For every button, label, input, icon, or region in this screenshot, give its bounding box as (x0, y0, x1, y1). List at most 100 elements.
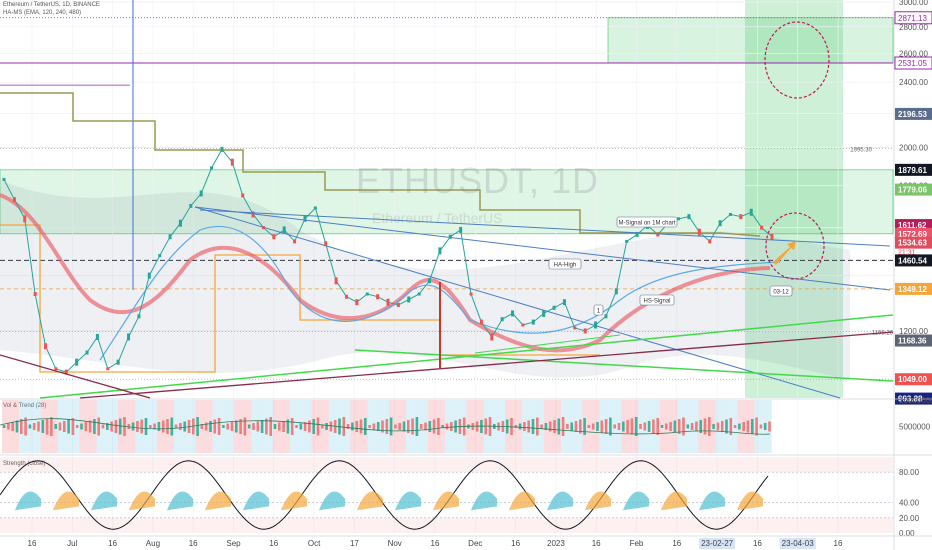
x-tick-label: 16 (269, 539, 278, 548)
volume-tick-label: 5000000 (899, 423, 931, 432)
x-tick-label: Nov (388, 539, 402, 548)
volume-bar (342, 417, 346, 436)
green-trend-line (474, 334, 621, 354)
candle (75, 358, 79, 366)
price-label-text: 1349.12 (898, 285, 927, 294)
volume-bar (587, 425, 591, 428)
price-label-box (895, 254, 932, 267)
volume-bar (385, 419, 389, 434)
volume-bar (536, 417, 539, 436)
candle (293, 239, 297, 244)
volume-bar (729, 418, 733, 435)
strength-tick-label: 40.00 (899, 499, 920, 508)
volume-bar (15, 420, 19, 433)
candle (562, 299, 566, 306)
countdown-text: 21:31 (898, 250, 916, 257)
volume-bar (742, 422, 745, 431)
candle (625, 239, 629, 243)
volume-bar (7, 423, 10, 430)
volume-bar (579, 419, 582, 434)
strength-cloud (509, 491, 535, 511)
candle (116, 359, 120, 365)
candle (677, 217, 681, 221)
volume-title: Vol & Trend (28) (3, 403, 46, 409)
callout-box (616, 216, 678, 228)
volume-bar (67, 419, 70, 434)
candle (365, 292, 369, 296)
strength-tick-label: 20.00 (899, 514, 920, 523)
trend-line (194, 206, 891, 291)
volume-bar (355, 421, 358, 432)
volume-bar (75, 425, 79, 428)
volume-bar (312, 419, 315, 434)
volume-bar (634, 417, 638, 436)
volume-bar (768, 421, 771, 432)
volume-bar (445, 423, 449, 430)
volume-bar (316, 417, 320, 436)
volume-bar (570, 422, 573, 431)
volume-bar (179, 423, 182, 430)
volume-bar (609, 417, 612, 436)
strength-title: Strength (close) (3, 461, 45, 467)
volume-bar (286, 419, 290, 434)
volume-bar (527, 420, 530, 433)
candle (511, 310, 515, 317)
candle (697, 228, 701, 236)
candle (760, 225, 764, 230)
volume-bar (114, 420, 118, 433)
candle (95, 333, 99, 340)
volume-bar (359, 419, 363, 434)
candle (230, 158, 234, 166)
volume-bar (652, 419, 655, 434)
candle (272, 234, 276, 240)
candle (490, 333, 494, 341)
volume-bar (626, 420, 629, 433)
volume-bar (708, 417, 711, 436)
candle (85, 350, 89, 355)
candle (531, 319, 535, 325)
volume-bar (273, 424, 277, 429)
callout-box (593, 304, 604, 316)
x-tick-label: 16 (672, 539, 681, 548)
volume-bar (204, 422, 208, 431)
volume-bar (647, 421, 651, 432)
volume-bar (531, 419, 535, 434)
x-tick-box (699, 538, 736, 549)
candle (210, 166, 214, 170)
strength-cloud (547, 491, 573, 511)
candle (106, 367, 110, 371)
volume-bar (617, 423, 621, 430)
volume-bar (372, 423, 376, 430)
y-tick-label: 1200.00 (899, 327, 928, 336)
volume-bar (600, 420, 604, 433)
price-label-box (895, 236, 932, 249)
ma-line (99, 225, 781, 361)
strength-cloud (91, 491, 117, 511)
candle (344, 294, 348, 299)
strength-cloud (205, 491, 231, 511)
volume-bar (239, 419, 242, 434)
volume-bar (230, 422, 234, 431)
volume-bar (174, 424, 178, 429)
candle (718, 220, 722, 227)
volume-bar (299, 423, 303, 430)
callout-text: HA-High (554, 263, 577, 269)
volume-bar (200, 424, 204, 429)
candle (334, 277, 338, 285)
price-label-box (895, 163, 932, 176)
maroon-trend-line (0, 354, 151, 399)
strength-cloud (243, 491, 269, 511)
price-label-box (895, 334, 932, 347)
price-label-text: 1168.36 (898, 337, 927, 346)
strength-cloud (15, 491, 41, 511)
volume-bar (690, 423, 694, 430)
callout-box (548, 258, 582, 270)
volume-bar (37, 421, 40, 432)
volume-bar (364, 418, 367, 435)
volume-bar (677, 419, 681, 434)
volume-bar (321, 424, 324, 429)
candle (303, 215, 307, 222)
strength-cloud (53, 491, 79, 511)
volume-bar (424, 422, 427, 431)
